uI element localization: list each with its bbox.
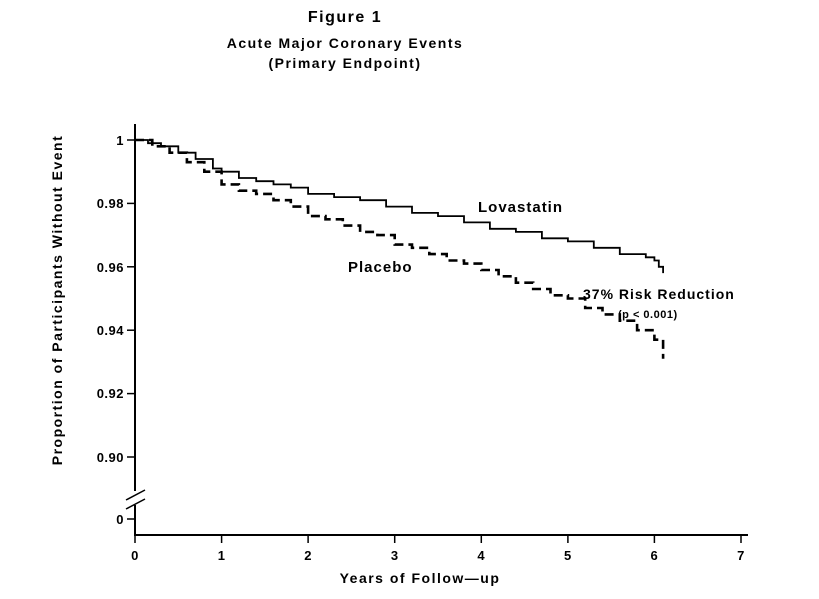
x-tick-labels: 0 1 2 3 4 5 6 7 [131,548,745,563]
y-axis-label: Proportion of Participants Without Event [49,135,65,466]
x-tick-label: 7 [737,548,745,563]
y-zero-tick-label: 0 [116,512,124,527]
lovastatin-label: Lovastatin [478,199,563,216]
x-tick-label: 6 [651,548,659,563]
x-tick-label: 1 [218,548,226,563]
y-axis [125,124,146,536]
risk-reduction-annotation: 37% Risk Reduction [583,286,735,302]
y-axis-break-icon [125,489,146,510]
y-tick-label: 0.92 [97,386,124,401]
x-tick-label: 4 [477,548,485,563]
x-tick-label: 0 [131,548,139,563]
placebo-label: Placebo [348,259,413,276]
y-tick-labels: 1 0.98 0.96 0.94 0.92 0.90 0 [97,133,125,527]
x-axis-label: Years of Follow—up [340,570,501,586]
x-tick-label: 5 [564,548,572,563]
figure-subtitle-2: (Primary Endpoint) [268,55,421,71]
y-tick-label: 0.90 [97,450,124,465]
y-tick-label: 0.98 [97,196,124,211]
x-tick-label: 2 [304,548,312,563]
placebo-curve [135,138,665,359]
x-tick-label: 3 [391,548,399,563]
p-value-annotation: (p < 0.001) [618,309,678,321]
x-axis [134,534,748,543]
figure-subtitle: Acute Major Coronary Events [227,35,464,51]
y-tick-label: 0.94 [97,323,125,338]
lovastatin-curve [135,139,664,274]
y-tick-label: 1 [116,133,124,148]
y-tick-label: 0.96 [97,260,124,275]
figure-title: Figure 1 [308,9,382,26]
